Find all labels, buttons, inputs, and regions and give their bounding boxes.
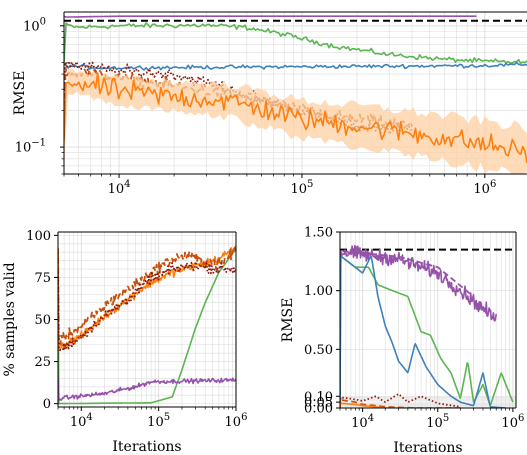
y-axis-label: RMSE (280, 298, 296, 343)
series-line-orange (64, 72, 527, 164)
series-line-purple (58, 377, 236, 401)
series-line-dark_red-dotted (340, 393, 461, 408)
y-tick-label: 100 (23, 16, 46, 34)
y-tick-label: 10−1 (15, 138, 46, 156)
x-tick-label: 105 (290, 179, 313, 197)
series-line-green (64, 22, 527, 65)
y-tick-label: 0.00 (304, 402, 333, 417)
plot-area (58, 245, 236, 405)
x-tick-label: 106 (473, 179, 496, 197)
y-tick-label: 0.50 (304, 343, 333, 358)
x-tick-label: 106 (225, 412, 248, 430)
series-line-blue (340, 255, 506, 408)
axes-frame (60, 11, 527, 178)
y-tick-label: 0 (43, 397, 51, 412)
series-line-purple (340, 244, 497, 324)
y-tick-label: 25 (34, 355, 51, 370)
top-panel: 104 105 106 10−1 100 RMSE (12, 11, 527, 197)
series-line-purple-dashed (340, 249, 475, 298)
x-tick-label: 105 (147, 412, 170, 430)
series-line-blue (64, 61, 527, 71)
bottom-right-panel: 104 105 106 0.000.050.10 0.50 1.00 1.50 Iterati… (280, 226, 524, 455)
y-tick-label: 0.05 (304, 396, 333, 411)
x-axis-label: Iterations (112, 439, 181, 455)
series-line-dark_red-dotted (58, 260, 236, 352)
y-tick-label: 1.50 (304, 226, 333, 241)
grid (339, 231, 516, 409)
series-line-purple (64, 15, 477, 18)
series-line-dark_orange-dashed (58, 247, 236, 346)
plot-area (340, 244, 516, 408)
x-tick-label: 104 (108, 179, 131, 197)
y-tick-label: 75 (34, 271, 51, 286)
series-line-green (340, 255, 514, 406)
y-tick-label: 0.10 (304, 390, 333, 405)
y-tick-label: 1.00 (304, 284, 333, 299)
x-tick-label: 105 (426, 413, 449, 431)
y-axis-label: % samples valid (2, 262, 18, 376)
x-tick-label: 106 (501, 413, 524, 431)
series-line-green (58, 248, 236, 405)
series-band (64, 68, 527, 174)
x-axis-label: Iterations (393, 440, 462, 455)
x-tick-label: 104 (70, 412, 93, 430)
bottom-left-panel: 104 105 106 0 25 50 75 100 Iterations % samples v… (2, 229, 247, 455)
x-tick-label: 104 (351, 413, 374, 431)
plot-area (64, 15, 527, 174)
axes-frame (336, 231, 517, 412)
y-tick-label: 100 (26, 229, 51, 244)
series-line-orange (340, 402, 461, 408)
y-axis-label: RMSE (12, 71, 28, 116)
y-tick-label: 50 (34, 313, 51, 328)
axes-frame (54, 231, 237, 411)
